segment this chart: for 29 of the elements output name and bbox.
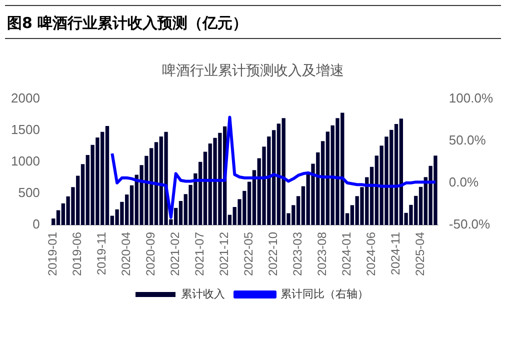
y2-tick-label: -50.0% bbox=[448, 216, 491, 232]
y-tick-label: 1500 bbox=[11, 122, 40, 137]
x-tick-label: 2021-12 bbox=[217, 232, 232, 276]
x-tick-label: 2022-05 bbox=[242, 232, 256, 276]
y2-tick-label: 0.0% bbox=[448, 174, 479, 190]
x-tick-label: 2021-07 bbox=[192, 232, 207, 276]
x-tick-label: 2025-04 bbox=[413, 232, 428, 276]
x-tick-label: 2024-01 bbox=[340, 232, 354, 276]
y-tick-label: 2000 bbox=[11, 90, 40, 106]
x-tick-label: 2024-11 bbox=[388, 232, 403, 276]
x-tick-label: 2019-06 bbox=[70, 232, 84, 276]
y-tick-label: 500 bbox=[18, 185, 40, 200]
x-tick-label: 2021-02 bbox=[168, 232, 182, 276]
y-tick-label: 0 bbox=[32, 216, 40, 232]
x-tick-label: 2019-01 bbox=[46, 232, 60, 276]
y2-tick-label: 50.0% bbox=[448, 132, 486, 148]
x-tick-label: 2022-10 bbox=[266, 232, 280, 276]
x-tick-label: 2023-08 bbox=[315, 232, 330, 276]
x-tick-label: 2019-11 bbox=[94, 232, 109, 276]
x-tick-label: 2023-03 bbox=[290, 232, 305, 276]
x-tick-label: 2020-09 bbox=[144, 232, 158, 276]
x-tick-label: 2024-06 bbox=[364, 232, 378, 276]
chart-title: 图8 啤酒行业累计收入预测（亿元） bbox=[5, 5, 501, 39]
chart-subtitle: 啤酒行业累计预测收入及增速 bbox=[161, 62, 345, 80]
legend-label: 累计同比（右轴） bbox=[280, 288, 368, 301]
y-tick-label: 1000 bbox=[11, 153, 40, 168]
y2-tick-label: 100.0% bbox=[448, 90, 494, 106]
x-tick-label: 2020-04 bbox=[119, 232, 134, 276]
legend-label: 累计收入 bbox=[181, 288, 225, 301]
